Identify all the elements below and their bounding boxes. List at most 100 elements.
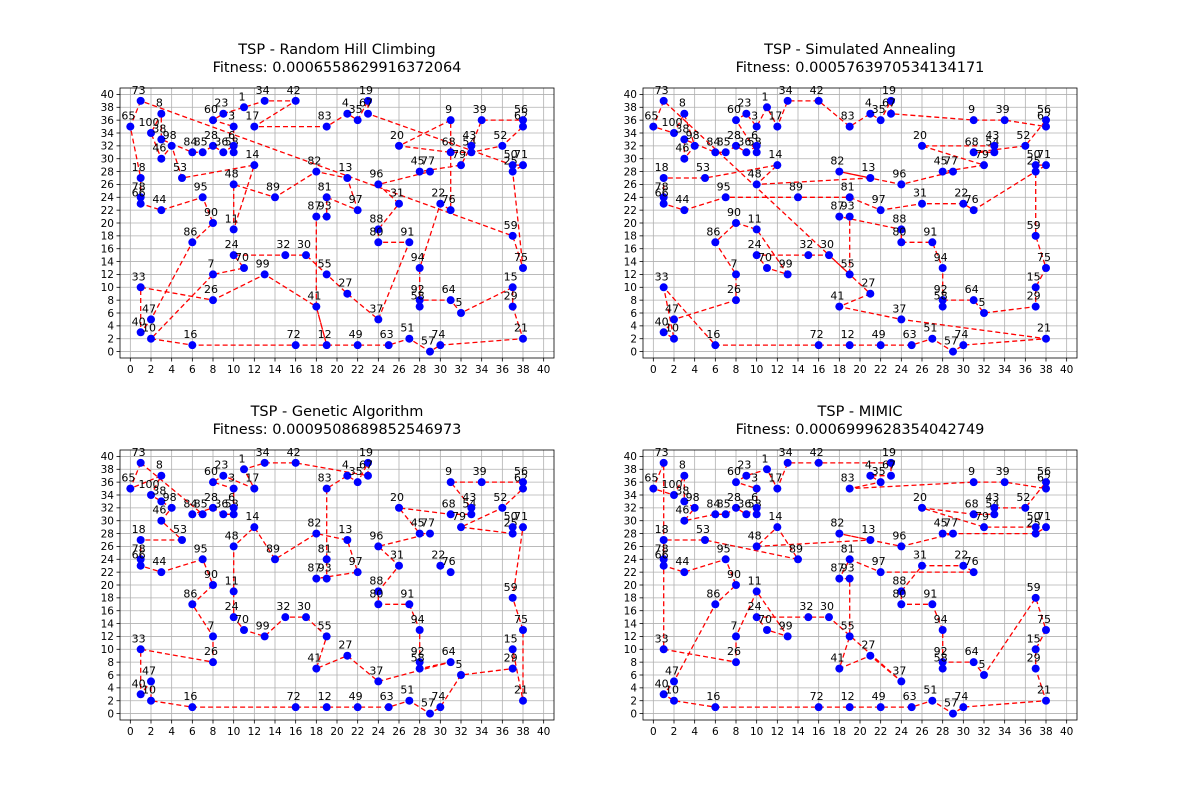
city-label: 56	[1037, 103, 1051, 116]
city-label: 26	[727, 283, 741, 296]
x-tick-label: 8	[733, 364, 740, 376]
y-tick-label: 28	[624, 528, 637, 540]
city-point	[209, 141, 217, 150]
city-label: 44	[675, 555, 689, 568]
city-point	[364, 109, 372, 118]
city-point	[732, 581, 740, 589]
city-label: 81	[841, 180, 855, 193]
city-label: 80	[369, 587, 383, 600]
x-tick-label: 16	[812, 364, 826, 376]
city-label: 75	[1037, 251, 1051, 264]
city-label: 94	[934, 613, 948, 626]
city-label: 99	[256, 619, 270, 632]
city-point	[783, 96, 792, 105]
city-point	[969, 658, 978, 667]
city-point	[136, 690, 145, 699]
city-label: 88	[369, 574, 383, 587]
y-tick-label: 38	[101, 464, 114, 476]
city-label: 22	[954, 187, 968, 200]
city-point	[178, 174, 186, 182]
city-point	[887, 458, 895, 467]
city-point	[384, 703, 393, 712]
subplot-mimic: TSP - MIMIC Fitness: 0.00069996283540427…	[624, 404, 1078, 738]
city-point	[353, 478, 362, 487]
city-label: 67	[882, 459, 896, 472]
city-point	[773, 484, 782, 493]
y-tick-label: 34	[101, 490, 115, 502]
city-label: 82	[830, 155, 844, 168]
city-point	[229, 141, 238, 150]
city-label: 98	[686, 491, 700, 504]
city-point	[229, 510, 238, 519]
x-tick-label: 36	[496, 726, 510, 738]
city-point	[374, 587, 383, 596]
city-point	[229, 180, 238, 189]
city-point	[519, 264, 527, 272]
city-point	[732, 478, 740, 487]
city-point	[157, 135, 166, 144]
city-point	[508, 167, 517, 176]
city-label: 1	[762, 452, 769, 465]
city-point	[147, 491, 155, 499]
city-label: 4	[865, 459, 872, 472]
city-point	[959, 561, 968, 570]
city-point	[457, 161, 465, 170]
city-label: 58	[411, 652, 425, 665]
city-label: 23	[214, 459, 228, 472]
ticks: 0 2 4 6 8 10 12 14 16 18 20 22 24 26 28 30 32 34 36 38 40024…	[624, 89, 1074, 376]
city-point	[866, 471, 875, 480]
city-point	[519, 122, 527, 131]
city-point	[1042, 116, 1050, 125]
city-point	[395, 503, 403, 512]
city-point	[240, 103, 248, 112]
city-label: 76	[965, 555, 979, 568]
city-label: 79	[975, 510, 989, 523]
city-point	[680, 497, 689, 506]
city-point	[322, 341, 331, 350]
city-point	[887, 471, 895, 480]
city-point	[814, 458, 823, 467]
y-tick-label: 36	[101, 115, 115, 127]
y-tick-label: 32	[101, 141, 114, 153]
city-point	[845, 193, 854, 202]
city-label: 51	[923, 322, 937, 335]
city-point	[291, 96, 300, 105]
city-point	[312, 574, 321, 583]
city-point	[312, 302, 321, 311]
city-point	[659, 193, 668, 202]
y-tick-label: 6	[107, 670, 114, 682]
y-tick-label: 2	[630, 696, 637, 708]
city-label: 12	[318, 328, 332, 341]
city-point	[508, 302, 517, 311]
city-point	[680, 516, 689, 525]
city-label: 20	[390, 491, 404, 504]
city-point	[897, 238, 906, 247]
x-tick-label: 18	[310, 726, 323, 738]
city-point	[752, 503, 761, 512]
city-point	[845, 484, 854, 493]
city-label: 17	[245, 110, 259, 123]
city-label: 50	[1027, 510, 1041, 523]
city-point	[907, 341, 916, 350]
city-point	[508, 529, 517, 538]
y-tick-label: 10	[624, 282, 637, 294]
city-point	[436, 561, 445, 570]
x-tick-label: 0	[650, 726, 657, 738]
city-label: 58	[934, 652, 948, 665]
city-label: 84	[183, 135, 197, 148]
city-label: 81	[318, 180, 332, 193]
city-point	[374, 600, 383, 609]
city-label: 52	[1016, 129, 1030, 142]
city-point	[198, 555, 207, 564]
city-point	[147, 129, 155, 137]
city-point	[980, 523, 988, 532]
city-label: 4	[342, 459, 349, 472]
city-label: 52	[1016, 491, 1030, 504]
city-label: 79	[452, 510, 466, 523]
city-label: 35	[349, 103, 363, 116]
y-tick-label: 40	[101, 451, 114, 463]
city-point	[959, 703, 968, 712]
x-tick-label: 26	[915, 364, 929, 376]
